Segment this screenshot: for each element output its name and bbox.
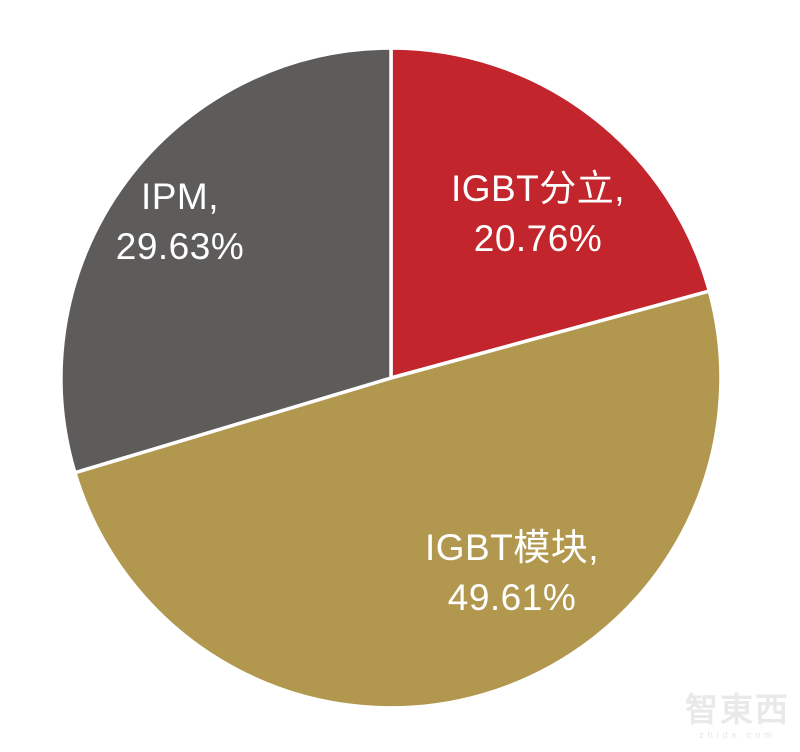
watermark-logo-text: 智東西 bbox=[685, 691, 790, 729]
watermark-domain-text: zhidx.com bbox=[699, 730, 776, 740]
pie-slice-igbt-discrete bbox=[389, 46, 712, 380]
pie-slice-igbt-module bbox=[73, 289, 723, 710]
watermark-zhidx: 智東西 zhidx.com bbox=[685, 693, 790, 740]
pie-slice-ipm bbox=[59, 46, 393, 475]
